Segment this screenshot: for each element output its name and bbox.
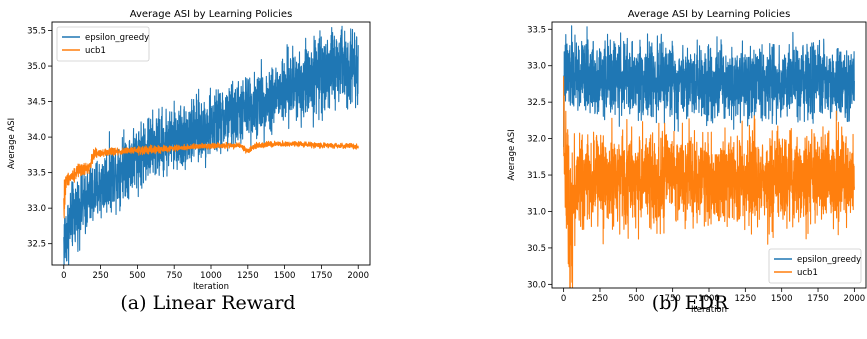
- chart-b-series-ucb1: [563, 76, 855, 288]
- chart-b-ytick-label: 32.0: [527, 135, 546, 145]
- chart-b-xtick-label: 1750: [807, 294, 829, 304]
- chart-a-series-epsilon_greedy: [63, 25, 359, 265]
- chart-b-legend-box: [768, 248, 862, 284]
- chart-b-xlabel: Iteration: [691, 305, 727, 315]
- caption-b: (b) EDR: [651, 292, 729, 314]
- chart-a-legend: epsilon_greedy ucb1: [56, 26, 150, 62]
- chart-b-ytick-label: 30.0: [527, 280, 546, 290]
- chart-a-xtick-label: 750: [166, 271, 182, 281]
- chart-b-ytick-label: 31.5: [527, 171, 546, 181]
- chart-b-legend-label-ucb1: ucb1: [797, 268, 818, 278]
- chart-a-xtick-label: 1750: [311, 271, 333, 281]
- chart-a-xtick-label: 250: [92, 271, 108, 281]
- chart-a-xtick-label: 0: [61, 271, 66, 281]
- chart-b-ytick-label: 30.5: [527, 244, 546, 254]
- chart-a-ytick-label: 34.0: [27, 133, 46, 143]
- chart-b-xtick-label: 1000: [698, 294, 720, 304]
- chart-b: 0 250 500 750 1000 1250 1500 1750 2000 30.0 30.5 31…: [507, 9, 867, 315]
- chart-a-xtick-label: 1250: [237, 271, 259, 281]
- chart-b-xtick-label: 1500: [771, 294, 793, 304]
- chart-a-xtick-label: 1000: [200, 271, 222, 281]
- caption-a: (a) Linear Reward: [120, 292, 296, 314]
- chart-a-plot-area: [63, 25, 359, 265]
- chart-b-xtick-label: 250: [592, 294, 608, 304]
- chart-a-legend-box: [56, 26, 150, 62]
- chart-a-xtick-label: 500: [129, 271, 145, 281]
- chart-b-xtick-label: 0: [561, 294, 566, 304]
- chart-a-ytick-label: 33.5: [27, 169, 46, 179]
- chart-a-xlabel: Iteration: [193, 282, 229, 292]
- chart-b-ytick-label: 32.5: [527, 98, 546, 108]
- chart-b-ytick-label: 33.0: [527, 62, 546, 72]
- chart-a-xtick-label: 2000: [347, 271, 369, 281]
- chart-b-plot-area: [563, 25, 855, 288]
- chart-a-title: Average ASI by Learning Policies: [130, 9, 293, 20]
- chart-a-legend-label-ucb1: ucb1: [85, 46, 106, 56]
- chart-a-ytick-label: 34.5: [27, 98, 46, 108]
- chart-b-ytick-label: 31.0: [527, 207, 546, 217]
- chart-a-ytick-label: 33.0: [27, 204, 46, 214]
- chart-b-ytick-label: 33.5: [527, 25, 546, 35]
- chart-a-ylabel: Average ASI: [7, 118, 17, 169]
- chart-a-series-ucb1: [63, 140, 359, 219]
- chart-a-ytick-label: 35.0: [27, 62, 46, 72]
- chart-b-xtick-label: 500: [628, 294, 644, 304]
- chart-b-xtick-label: 1250: [735, 294, 757, 304]
- chart-b-legend-label-epsilon_greedy: epsilon_greedy: [797, 255, 861, 265]
- chart-b-xtick-label: 750: [665, 294, 681, 304]
- chart-a-ytick-label: 32.5: [27, 240, 46, 250]
- chart-b-series-epsilon_greedy: [563, 25, 855, 151]
- chart-a: 0 250 500 750 1000 1250 1500 1750 2000 32.5 33.0 33…: [7, 9, 371, 292]
- chart-b-legend: epsilon_greedy ucb1: [768, 248, 862, 284]
- chart-b-xtick-label: 2000: [844, 294, 866, 304]
- chart-a-xtick-label: 1500: [274, 271, 296, 281]
- chart-b-ylabel: Average ASI: [507, 129, 517, 180]
- chart-a-legend-label-epsilon_greedy: epsilon_greedy: [85, 33, 149, 43]
- chart-a-ytick-label: 35.5: [27, 27, 46, 37]
- chart-b-title: Average ASI by Learning Policies: [628, 9, 791, 20]
